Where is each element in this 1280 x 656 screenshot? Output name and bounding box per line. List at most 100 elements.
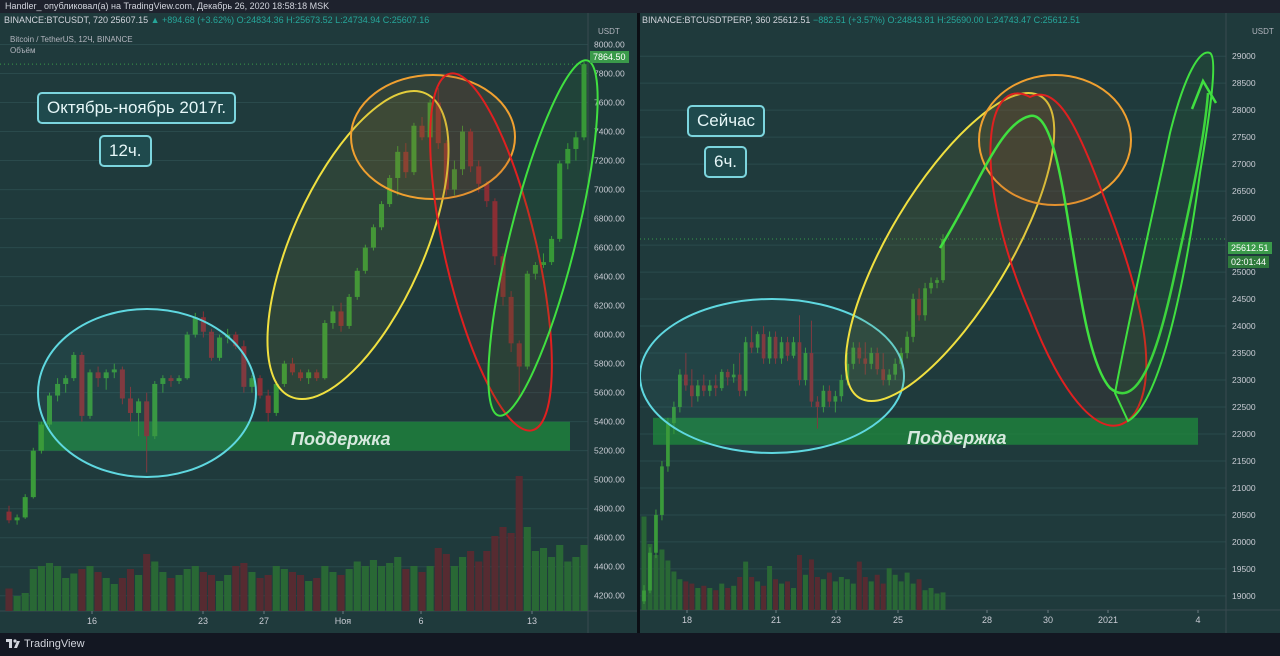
volume-bar	[70, 573, 78, 611]
candle-body	[827, 390, 832, 402]
volume-bar	[548, 557, 556, 611]
volume-bar	[45, 563, 54, 611]
left-last-price-tag: 7864.50	[590, 51, 629, 63]
volume-bar	[922, 590, 928, 610]
candle-body	[666, 423, 670, 467]
y-tick-label: 5400.00	[594, 417, 625, 427]
candle-body	[660, 466, 664, 515]
candle-body	[403, 151, 409, 173]
volume-bar	[183, 569, 191, 611]
candle-body	[672, 407, 676, 424]
volume-bar	[151, 561, 159, 611]
candle-body	[6, 511, 12, 521]
candle-body	[821, 390, 826, 408]
candle-body	[573, 137, 579, 149]
right-close: 25612.51	[772, 15, 811, 25]
candle-body	[809, 353, 814, 402]
volume-bar	[844, 579, 850, 610]
y-tick-label: 7000.00	[594, 185, 625, 195]
y-tick-label: 4600.00	[594, 533, 625, 543]
candle-body	[549, 238, 555, 263]
volume-bar	[78, 569, 86, 611]
volume-bar	[737, 577, 743, 610]
volume-bar	[874, 574, 880, 610]
volume-bar	[118, 578, 126, 611]
volume-bar	[507, 533, 515, 611]
candle-body	[38, 424, 44, 451]
right-chart-canvas[interactable]: 19000 19500 20000 20500 21000 21500 22000 22500…	[640, 13, 1280, 633]
candle-body	[265, 395, 271, 413]
volume-bar	[175, 575, 183, 611]
volume-bar	[491, 536, 499, 611]
volume-bar	[191, 566, 199, 611]
candle-body	[281, 363, 287, 384]
candle-body	[273, 383, 279, 413]
yellow-ellipse	[844, 92, 1056, 402]
left-chart-panel[interactable]: 4200.00 4400.00 4600.00 4800.00 5000.00 5200.…	[0, 13, 637, 633]
candle-body	[451, 169, 457, 190]
volume-bar	[434, 548, 442, 611]
candle-body	[887, 374, 892, 381]
volume-bar	[143, 554, 151, 611]
left-caption-timeframe: 12ч.	[99, 135, 152, 167]
candle-body	[508, 296, 514, 344]
candle-body	[492, 201, 498, 257]
volume-bar	[707, 588, 713, 610]
y-tick-label: 8000.00	[594, 40, 625, 50]
volume-bar	[207, 575, 216, 611]
candle-body	[103, 372, 109, 379]
candle-body	[387, 177, 393, 205]
volume-bar	[773, 579, 779, 610]
orange-ellipse	[978, 74, 1132, 206]
volume-bar	[240, 563, 248, 611]
volume-bar	[802, 574, 808, 610]
volume-bar	[904, 572, 910, 610]
candle-body	[217, 337, 223, 358]
candle-body	[737, 374, 742, 391]
volume-bar	[305, 581, 313, 611]
y-tick-label: 20500	[1232, 510, 1256, 520]
candle-body	[755, 334, 760, 348]
volume-bar	[426, 566, 434, 611]
volume-bar	[37, 566, 45, 611]
candle-body	[257, 378, 263, 396]
footer-brand: TradingView	[24, 638, 85, 650]
volume-bar	[832, 581, 838, 610]
y-tick-label: 19000	[1232, 591, 1256, 601]
y-tick-label: 7400.00	[594, 127, 625, 137]
candle-body	[119, 369, 125, 399]
candle-body	[707, 385, 712, 391]
candle-body	[557, 163, 563, 239]
volume-bar	[755, 581, 761, 610]
candle-body	[540, 262, 547, 266]
candle-body	[192, 317, 198, 335]
y-tick-label: 22500	[1232, 402, 1256, 412]
volume-bar	[916, 579, 922, 610]
volume-bar	[523, 527, 531, 611]
candle-body	[935, 280, 939, 283]
volume-bar	[410, 566, 418, 611]
candle-body	[779, 342, 784, 359]
candle-body	[144, 401, 150, 437]
candle-body	[346, 296, 352, 326]
candle-body	[689, 385, 694, 397]
green-ellipse	[487, 59, 599, 417]
candle-body	[184, 334, 190, 379]
candle-body	[941, 239, 945, 281]
candle-body	[785, 342, 790, 356]
y-tick-label: 5200.00	[594, 446, 625, 456]
volume-bar	[102, 578, 110, 611]
x-tick-label: 30	[1043, 615, 1053, 625]
right-chart-panel[interactable]: 19000 19500 20000 20500 21000 21500 22000 22500…	[640, 13, 1280, 633]
candle-body	[654, 514, 658, 553]
volume-bar	[345, 569, 353, 611]
green-loop	[1113, 51, 1215, 423]
candle-body	[22, 497, 28, 518]
candle-body	[701, 385, 706, 391]
candle-body	[851, 347, 856, 364]
candle-body	[476, 166, 482, 184]
tradingview-logo-icon[interactable]	[6, 639, 20, 650]
candle-body	[370, 227, 376, 248]
candle-body	[815, 401, 820, 408]
candle-body	[713, 385, 718, 389]
